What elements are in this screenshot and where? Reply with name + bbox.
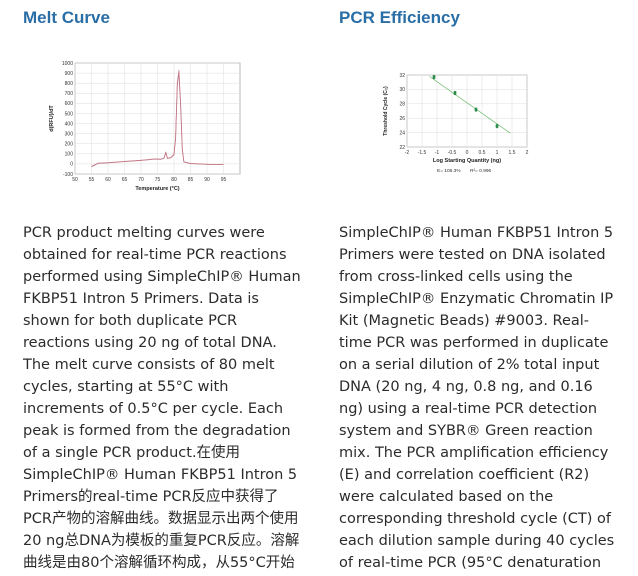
pcr-y-axis-label-main: Threshold Cycle (C [383,90,389,136]
melt-y-tick-label: 700 [65,91,74,97]
pcr-y-tick-label: 24 [399,130,405,136]
pcr-efficiency-chart: 32 30 28 26 24 22-2 -1.5 -1 -0.5 0 0.5 1 1.5 2 Log Sta… [383,73,529,174]
melt-y-tick-label: 100 [65,152,74,158]
melt-y-tick-label: 200 [65,142,74,148]
pcr-y-axis-label-suffix: ) [383,86,389,88]
pcr-x-tick-label: 1.5 [509,150,516,156]
pcr-x-tick-label: -1.5 [418,150,427,156]
pcr-x-tick-label: -1 [435,150,440,156]
pcr-x-tick-label: 0.5 [479,150,486,156]
melt-y-tick-label: 600 [65,101,74,107]
pcr-efficiency-description: SimpleChIP® Human FKBP51 Intron 5 Primer… [339,225,615,571]
melt-x-tick-label: 55 [89,177,95,183]
melt-x-tick-label: 95 [221,177,227,183]
melt-x-tick-label: 80 [171,177,177,183]
melt-x-tick-label: 60 [105,177,111,183]
melt-y-tick-label: 500 [65,111,74,117]
pcr-x-tick-label: -0.5 [448,150,457,156]
melt-x-tick-label: 70 [138,177,144,183]
pcr-x-tick-label: 1 [496,150,499,156]
melt-y-tick-label: 400 [65,121,74,127]
pcr-y-tick-label: 28 [399,102,405,108]
pcr-r-squared-annotation: R²= 0.996 [470,168,492,174]
melt-x-tick-label: 85 [188,177,194,183]
pcr-data-point-2 [495,124,499,127]
pcr-x-tick-label: 2 [526,150,529,156]
melt-y-tick-label: -100 [63,172,73,178]
melt-y-tick-label: 300 [65,131,74,137]
melt-series-line-2 [91,73,224,167]
pcr-y-tick-label: 30 [399,87,405,93]
melt-curve-description: PCR product melting curves were obtained… [23,225,301,571]
pcr-y-tick-label: 26 [399,116,405,122]
melt-y-tick-label: 1000 [62,61,73,67]
pcr-y-axis-label: Threshold Cycle (CT) [383,86,389,136]
melt-x-tick-label: 50 [72,177,78,183]
melt-y-tick-label: 900 [65,71,74,77]
melt-y-tick-label: 0 [70,162,73,168]
melt-x-tick-label: 75 [155,177,161,183]
melt-x-tick-label: 65 [122,177,128,183]
pcr-fit-line [429,76,511,134]
pcr-x-tick-label: -2 [405,150,410,156]
pcr-x-axis-label: Log Starting Quantity (ng) [433,158,501,164]
pcr-data-point-2 [474,107,478,111]
melt-curve-heading: Melt Curve [23,8,110,27]
pcr-efficiency-heading: PCR Efficiency [339,8,460,27]
melt-y-axis-label: d(RFU)/dT [49,105,55,132]
melt-y-tick-label: 800 [65,81,74,87]
pcr-efficiency-annotation: E= 106.3% [437,168,461,174]
melt-x-tick-label: 90 [204,177,210,183]
pcr-x-tick-label: 0 [466,150,469,156]
pcr-data-point-2 [453,90,457,94]
melt-x-axis-label: Temperature (°C) [135,186,179,192]
pcr-y-tick-label: 32 [399,73,405,79]
pcr-data-point-2 [432,75,436,78]
pcr-y-tick-label: 22 [399,145,405,151]
pcr-y-axis-label-subscript: T [385,87,389,90]
